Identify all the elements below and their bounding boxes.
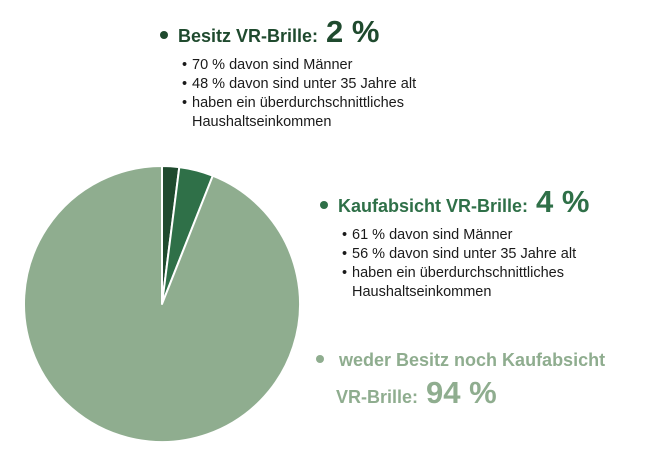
legend-value-kaufabsicht: 4 % xyxy=(536,184,590,219)
legend-bullet-icon xyxy=(160,31,168,39)
legend-details-besitz: 70 % davon sind Männer 48 % davon sind u… xyxy=(182,56,442,132)
legend-label-kaufabsicht: Kaufabsicht VR-Brille: xyxy=(338,196,529,216)
detail-item: haben ein überdurchschnittliches Haushal… xyxy=(342,264,602,302)
legend-weder: weder Besitz noch Kaufabsicht VR-Brille:… xyxy=(316,350,605,411)
pie-slice-weder xyxy=(23,165,301,443)
detail-item: 70 % davon sind Männer xyxy=(182,56,442,75)
legend-label-weder-2: VR-Brille: xyxy=(336,387,419,407)
legend-value-weder: 94 % xyxy=(426,375,497,410)
legend-bullet-icon xyxy=(316,355,324,363)
legend-bullet-icon xyxy=(320,201,328,209)
legend-kaufabsicht: Kaufabsicht VR-Brille: 4 % 61 % davon si… xyxy=(320,184,602,302)
legend-besitz: Besitz VR-Brille: 2 % 70 % davon sind Mä… xyxy=(160,14,442,132)
detail-item: 61 % davon sind Männer xyxy=(342,226,602,245)
legend-details-kaufabsicht: 61 % davon sind Männer 56 % davon sind u… xyxy=(342,226,602,302)
legend-value-besitz: 2 % xyxy=(326,14,380,49)
legend-label-besitz: Besitz VR-Brille: xyxy=(178,26,319,46)
detail-item: 48 % davon sind unter 35 Jahre alt xyxy=(182,75,442,94)
detail-item: 56 % davon sind unter 35 Jahre alt xyxy=(342,245,602,264)
detail-item: haben ein überdurchschnittliches Haushal… xyxy=(182,94,442,132)
legend-label-weder: weder Besitz noch Kaufabsicht xyxy=(339,350,606,370)
